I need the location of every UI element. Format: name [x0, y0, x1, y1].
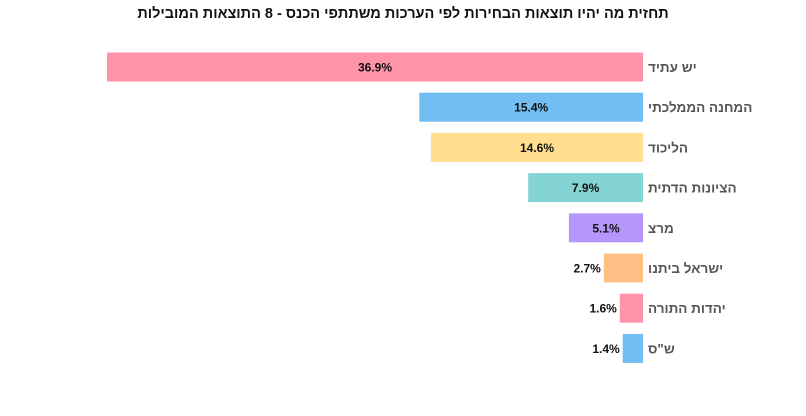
category-label-7: יהדות התורה: [648, 301, 726, 316]
category-label-6: ישראל ביתנו: [648, 261, 723, 276]
bar-3: [430, 132, 643, 162]
bar-2: [419, 92, 643, 122]
category-label-3: הליכוד: [648, 140, 688, 155]
value-label-1: 36.9%: [358, 61, 392, 75]
value-label-8: 1.4%: [592, 342, 620, 356]
category-label-4: הציונות הדתית: [648, 181, 737, 196]
chart-title: תחזית מה יהיו תוצאות הבחירות לפי הערכות …: [137, 6, 669, 22]
category-label-2: המחנה הממלכתי: [648, 100, 752, 115]
value-label-7: 1.6%: [589, 302, 617, 316]
category-label-1: יש עתיד: [648, 60, 697, 75]
bar-7: [619, 293, 643, 323]
bar-5: [568, 213, 643, 243]
value-label-2: 15.4%: [514, 101, 548, 115]
category-label-8: ש"ס: [648, 341, 675, 356]
category-label-5: מרצ: [648, 221, 674, 236]
value-label-5: 5.1%: [592, 221, 620, 235]
bar-4: [528, 173, 643, 203]
value-label-6: 2.7%: [573, 262, 601, 276]
bar-1: [107, 52, 643, 82]
value-label-3: 14.6%: [520, 141, 554, 155]
value-label-4: 7.9%: [572, 181, 600, 195]
bar-6: [603, 253, 643, 283]
bar-8: [622, 333, 643, 363]
